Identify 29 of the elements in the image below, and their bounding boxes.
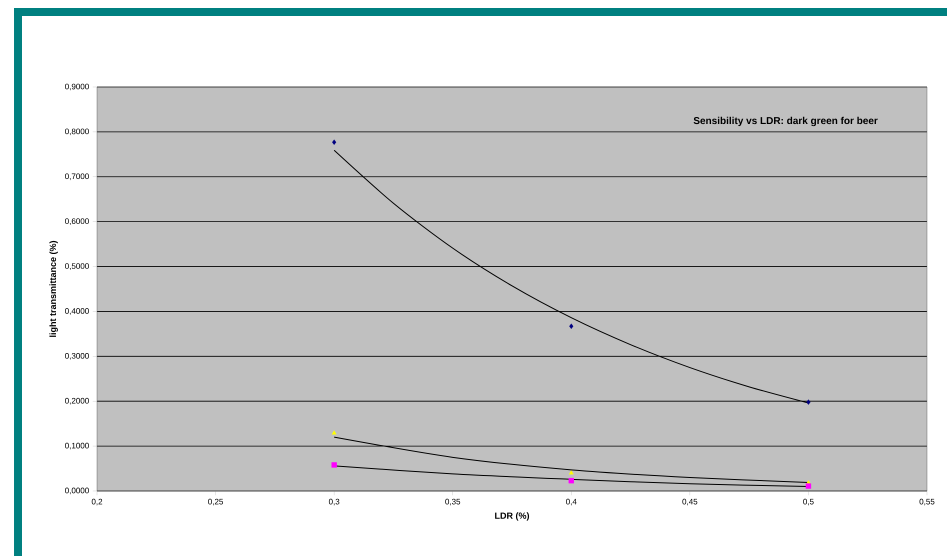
- y-tick-label: 0,6000: [65, 218, 89, 225]
- y-tick-label: 0,2000: [65, 398, 89, 405]
- y-tick-label: 0,9000: [65, 84, 89, 90]
- y-tick-label: 0,4000: [65, 308, 89, 315]
- x-tick-label: 0,2: [92, 498, 102, 506]
- y-tick-label: 0,1000: [65, 442, 89, 450]
- x-tick-label: 0,5: [803, 498, 814, 506]
- y-axis-title: light transmittance (%): [49, 240, 58, 337]
- text: Sensibility vs LDR: dark green for beer: [694, 116, 878, 126]
- y-tick-label: 0,0000: [65, 488, 89, 494]
- y-tick-label: 0,7000: [65, 173, 89, 180]
- x-tick-label: 0,35: [445, 498, 460, 506]
- point: [806, 399, 810, 405]
- x-axis-title: LDR (%): [495, 512, 530, 521]
- point: [331, 462, 337, 468]
- point: [568, 478, 574, 484]
- x-tick-label: 0,4: [566, 498, 577, 506]
- x-tick-label: 0,3: [328, 498, 340, 506]
- x-tick-label: 0,55: [920, 498, 934, 506]
- point: [568, 470, 574, 474]
- y-tick-label: 0,3000: [65, 353, 89, 360]
- y-tick-label: 0,8000: [65, 128, 89, 136]
- y-tick-label: 0,5000: [65, 263, 89, 270]
- x-tick-label: 0,45: [682, 498, 698, 506]
- point: [332, 140, 336, 145]
- point: [806, 483, 812, 489]
- x-tick-label: 0,25: [208, 498, 224, 506]
- point: [332, 430, 337, 435]
- point: [569, 324, 574, 329]
